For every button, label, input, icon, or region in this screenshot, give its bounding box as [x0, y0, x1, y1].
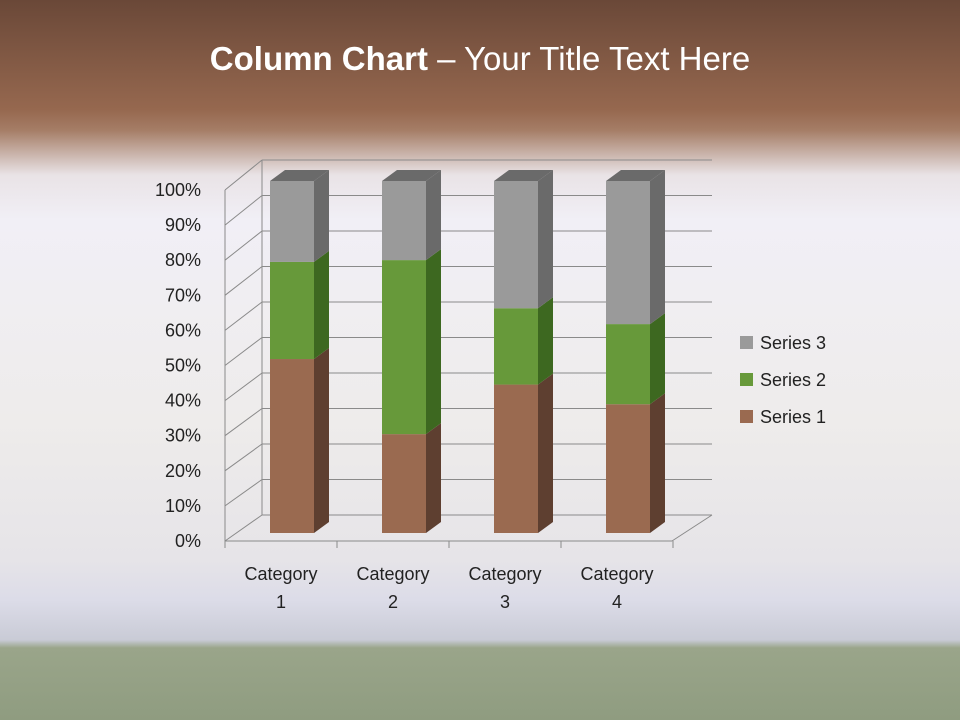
x-tick-label: 2 [388, 592, 398, 612]
side-gridline [224, 266, 263, 296]
x-tick-label: Category [580, 564, 653, 584]
side-gridline [224, 479, 263, 507]
title-bold: Column Chart [209, 40, 428, 77]
legend-label: Series 1 [760, 407, 826, 427]
side-gridline [224, 230, 263, 261]
bar-top [494, 170, 553, 181]
bar-side [426, 423, 441, 533]
x-tick-label: Category [468, 564, 541, 584]
legend-swatch [740, 336, 753, 349]
y-tick-label: 0% [175, 531, 201, 551]
y-tick-label: 60% [165, 320, 201, 340]
bar-segment [382, 434, 426, 533]
bar-top [270, 170, 329, 181]
side-gridline [224, 301, 263, 331]
bar-segment [606, 181, 650, 325]
bar-segment [382, 260, 426, 435]
bar-segment [494, 308, 538, 385]
legend-label: Series 2 [760, 370, 826, 390]
bar-side [426, 170, 441, 261]
bar-segment [270, 181, 314, 262]
y-tick-label: 20% [165, 461, 201, 481]
bar-side [538, 170, 553, 309]
x-tick-label: 3 [500, 592, 510, 612]
bar-side [314, 250, 329, 360]
bar-segment [606, 324, 650, 405]
x-tick-label: 1 [276, 592, 286, 612]
title-rest: – Your Title Text Here [427, 40, 751, 77]
side-gridline [224, 443, 263, 472]
bar-side [314, 348, 329, 533]
y-tick-label: 50% [165, 356, 201, 376]
y-tick-label: 70% [165, 285, 201, 305]
bar-top [382, 170, 441, 181]
x-tick-label: Category [356, 564, 429, 584]
side-gridline [224, 159, 263, 191]
y-tick-label: 40% [165, 391, 201, 411]
y-tick-label: 100% [155, 180, 201, 200]
y-tick-label: 10% [165, 496, 201, 516]
side-gridline [224, 372, 263, 402]
bar-segment [494, 181, 538, 309]
legend-swatch [740, 373, 753, 386]
slide-title: Column Chart – Your Title Text Here [0, 40, 960, 78]
side-gridline [224, 408, 263, 437]
x-tick-label: Category [244, 564, 317, 584]
x-tick-label: 4 [612, 592, 622, 612]
y-tick-label: 30% [165, 426, 201, 446]
bar-segment [606, 404, 650, 533]
side-gridline [224, 195, 263, 226]
bar-side [538, 373, 553, 533]
bar-segment [382, 181, 426, 261]
bar-side [538, 297, 553, 385]
y-tick-label: 90% [165, 215, 201, 235]
legend-label: Series 3 [760, 333, 826, 353]
bar-segment [494, 384, 538, 533]
bar-side [650, 393, 665, 533]
bar-segment [270, 359, 314, 533]
bar-side [314, 170, 329, 262]
side-gridline [224, 514, 263, 542]
bar-side [426, 249, 441, 435]
floor-edge [671, 514, 713, 542]
side-gridline [224, 337, 263, 366]
bar-top [606, 170, 665, 181]
y-tick-label: 80% [165, 250, 201, 270]
legend-swatch [740, 410, 753, 423]
bar-segment [270, 261, 314, 360]
bar-side [650, 170, 665, 325]
bar-side [650, 313, 665, 405]
